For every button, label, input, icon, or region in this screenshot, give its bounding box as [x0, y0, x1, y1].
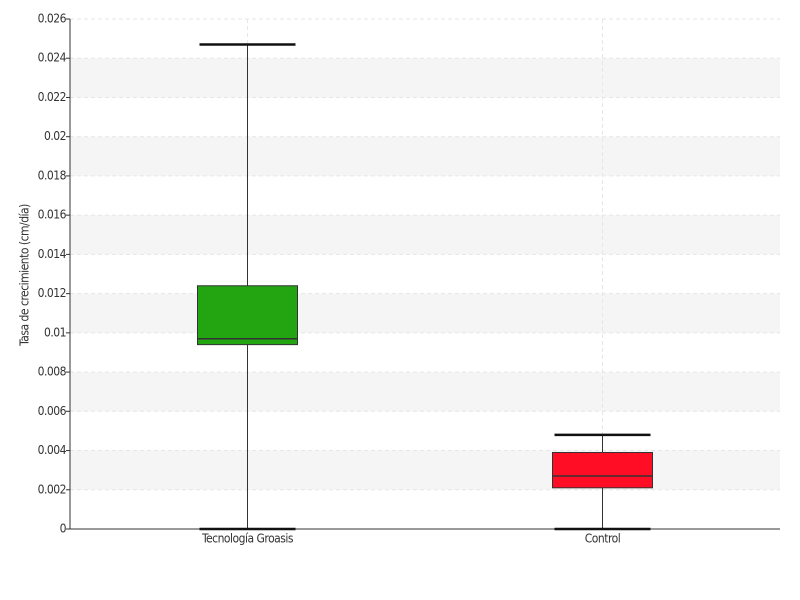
grid-band — [70, 450, 780, 490]
y-tick-label: 0.008 — [38, 365, 67, 379]
grid-band — [70, 136, 780, 176]
grid-band — [70, 372, 780, 412]
y-tick-label: 0.014 — [38, 247, 67, 261]
y-tick-label: 0.022 — [38, 90, 66, 104]
x-tick-label: Control — [585, 532, 621, 546]
y-tick-label: 0.012 — [38, 286, 66, 300]
grid-band — [70, 215, 780, 255]
box — [197, 285, 298, 346]
y-tick-label: 0.026 — [38, 12, 67, 26]
y-tick-label: 0.02 — [44, 129, 66, 143]
y-tick-label: 0.016 — [38, 208, 67, 222]
y-tick-label: 0.024 — [38, 51, 67, 65]
x-tick-label: Tecnología Groasis — [201, 532, 294, 546]
y-tick-label: 0.002 — [38, 482, 66, 496]
y-axis-label: Tasa de crecimiento (cm/día) — [18, 204, 32, 347]
y-tick-label: 0.018 — [38, 168, 67, 182]
y-tick-label: 0 — [60, 522, 67, 536]
box — [552, 452, 653, 489]
grid-band — [70, 293, 780, 333]
grid-band — [70, 58, 780, 98]
y-tick-label: 0.01 — [44, 325, 66, 339]
y-tick-label: 0.006 — [38, 404, 67, 418]
y-tick-label: 0.004 — [38, 443, 67, 457]
